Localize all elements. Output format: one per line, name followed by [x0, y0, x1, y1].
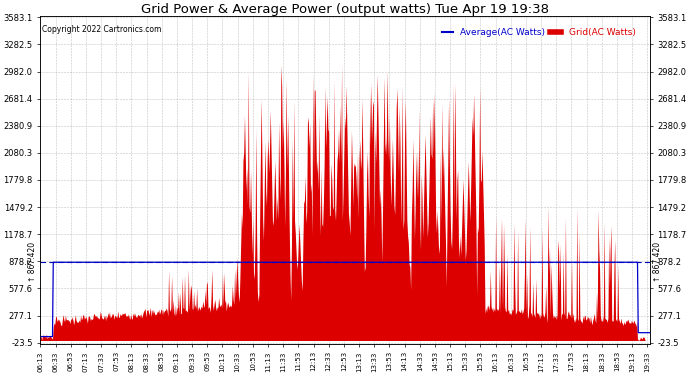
- Title: Grid Power & Average Power (output watts) Tue Apr 19 19:38: Grid Power & Average Power (output watts…: [141, 3, 549, 16]
- Legend: Average(AC Watts), Grid(AC Watts): Average(AC Watts), Grid(AC Watts): [438, 24, 639, 40]
- Text: ↑ 867.420: ↑ 867.420: [28, 242, 37, 282]
- Text: Copyright 2022 Cartronics.com: Copyright 2022 Cartronics.com: [41, 25, 161, 34]
- Text: ↑ 867.420: ↑ 867.420: [653, 242, 662, 282]
